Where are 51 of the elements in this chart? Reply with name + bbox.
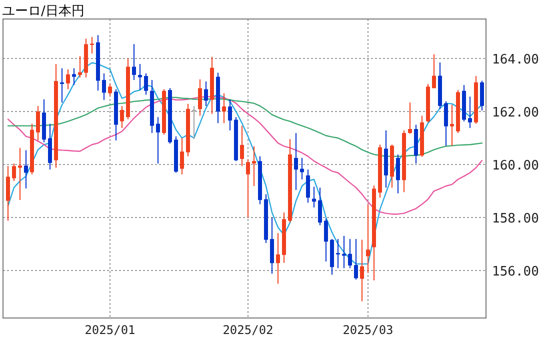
- candlestick: [306, 169, 310, 204]
- candlestick: [36, 105, 40, 141]
- candlestick: [198, 78, 202, 116]
- x-tick-label: 2025/02: [222, 323, 274, 337]
- candlestick: [408, 102, 412, 134]
- candlestick: [252, 146, 256, 186]
- x-tick-label: 2025/03: [342, 323, 394, 337]
- candlestick: [366, 204, 370, 274]
- candlestick: [324, 218, 328, 262]
- y-tick-label: 162.00: [492, 106, 539, 121]
- candlestick: [432, 54, 436, 89]
- candlestick: [336, 238, 340, 269]
- candlestick: [222, 92, 226, 124]
- candlestick: [294, 132, 298, 190]
- candlestick: [354, 238, 358, 280]
- candlestick: [450, 104, 454, 146]
- candlestick: [90, 36, 94, 54]
- candlestick: [108, 83, 112, 96]
- candlestick: [156, 116, 160, 164]
- candlestick: [120, 105, 124, 128]
- candlestick: [246, 158, 250, 218]
- y-tick-label: 160.00: [492, 158, 539, 174]
- candlestick: [396, 154, 400, 194]
- candlestick: [468, 96, 472, 128]
- candlestick: [18, 147, 22, 201]
- candlestick: [72, 68, 76, 86]
- candlestick: [312, 186, 316, 208]
- candlestick: [24, 150, 28, 189]
- candlestick: [240, 125, 244, 167]
- candlestick: [60, 68, 64, 103]
- candlestick: [480, 80, 484, 111]
- candlestick: [276, 232, 280, 284]
- candlestick: [204, 81, 208, 106]
- chart-title: ユーロ/日本円: [2, 4, 84, 19]
- candlestick: [318, 187, 322, 226]
- candlestick: [138, 64, 142, 91]
- candlestick: [348, 238, 352, 269]
- candlestick: [102, 72, 106, 100]
- candlestick: [12, 162, 16, 182]
- candlestick: [360, 239, 364, 302]
- candlestick: [66, 68, 70, 90]
- candlestick: [78, 56, 82, 78]
- y-tick-label: 156.00: [492, 264, 539, 280]
- candlestick: [444, 100, 448, 146]
- x-tick-label: 2025/01: [84, 323, 136, 337]
- candlestick: [144, 72, 148, 96]
- y-tick-label: 158.00: [492, 212, 539, 227]
- y-tick-label: 164.00: [492, 52, 539, 68]
- candlestick: [180, 138, 184, 175]
- candlestick: [132, 44, 136, 80]
- candlestick: [228, 98, 232, 131]
